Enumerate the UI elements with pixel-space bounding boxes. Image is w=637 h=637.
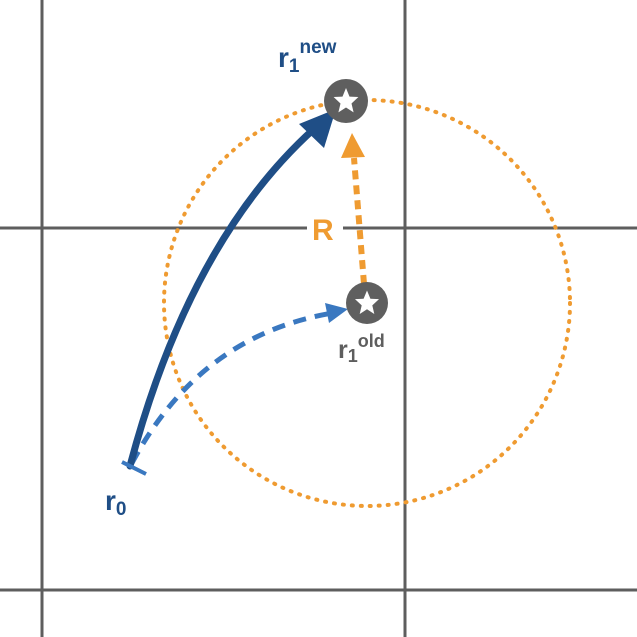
old-path-arrowhead: [325, 303, 348, 323]
radius-arrowhead: [341, 133, 365, 158]
r1-old-label: r1old: [338, 331, 385, 366]
new-path-arrow: [126, 109, 336, 470]
r1-new-label: r1new: [278, 37, 337, 77]
r0-label: r0: [105, 485, 126, 520]
radius-label: R: [312, 214, 334, 247]
star-icon: [346, 282, 388, 324]
radius-label-background: [307, 211, 343, 245]
old-path-arrow: [129, 303, 348, 465]
star-icon: [324, 79, 368, 123]
r0-start-tick: [121, 460, 147, 476]
new-path-arrowhead: [299, 109, 336, 148]
radius-arrow: [341, 133, 367, 285]
